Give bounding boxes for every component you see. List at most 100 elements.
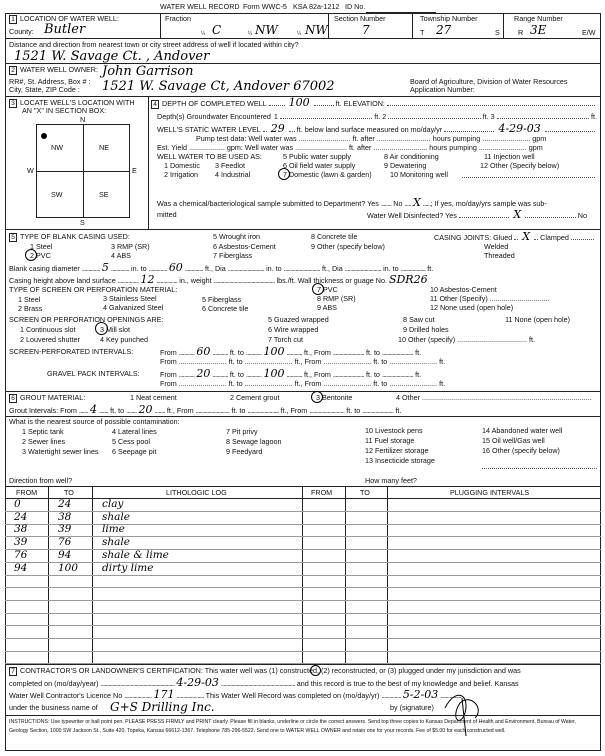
casing-option[interactable]: 6 Asbestos-Cement (213, 242, 276, 251)
contamination-option[interactable]: 3 Watertight sewer lines (22, 447, 99, 456)
owner-value[interactable]: John Garrison (102, 64, 194, 79)
sample-no-mark[interactable]: X (412, 196, 421, 209)
glued-mark[interactable]: X (522, 230, 531, 243)
log-cell-desc[interactable]: shale & lime (102, 548, 169, 561)
opening-option[interactable]: 5 Guazed wrapped (268, 315, 329, 324)
static-date-value[interactable]: 4-29-03 (498, 122, 541, 135)
contamination-option[interactable]: 15 Oil well/Gas well (482, 436, 545, 445)
log-cell-desc[interactable]: lime (102, 523, 125, 536)
contamination-option[interactable]: 13 Insecticide storage (365, 456, 435, 465)
screen-from-value[interactable]: 60 (196, 345, 211, 358)
screen-option-selected[interactable]: 7 PVC (317, 285, 338, 294)
static-level-value[interactable]: 29 (270, 122, 285, 135)
elevation-field[interactable] (386, 105, 595, 106)
log-cell-from[interactable]: 94 (14, 561, 28, 574)
use-option[interactable]: 10 Monitoring well (390, 170, 448, 179)
contamination-option[interactable]: 6 Seepage pit (112, 447, 157, 456)
log-cell-from[interactable]: 38 (14, 523, 28, 536)
log-cell-from[interactable]: 0 (14, 498, 21, 510)
screen-option[interactable]: 1 Steel (18, 295, 41, 304)
other-contamination-field[interactable] (482, 468, 597, 469)
gauge-value[interactable]: SDR26 (388, 273, 428, 286)
contamination-option[interactable]: 8 Sewage lagoon (226, 437, 282, 446)
use-option[interactable]: 11 Injection well (484, 152, 535, 161)
gw-3-field[interactable] (496, 118, 589, 119)
grout-from-value[interactable]: 4 (90, 403, 97, 416)
threaded-option[interactable]: Threaded (484, 251, 515, 260)
use-option[interactable]: 5 Public water supply (283, 152, 351, 161)
section-value[interactable]: 7 (362, 23, 370, 37)
opening-option[interactable]: 4 Key punched (100, 335, 148, 344)
use-option-selected[interactable]: 7 Domestic (lawn & garden) (283, 170, 372, 179)
disinfected-no[interactable]: No (577, 211, 587, 220)
grout-option[interactable]: 2 Cement grout (230, 393, 280, 402)
completed-date-value[interactable]: 4-29-03 (176, 676, 219, 689)
use-option[interactable]: 6 Oil field water supply (283, 161, 356, 170)
log-cell-from[interactable]: 76 (14, 548, 28, 561)
gw-1-field[interactable] (279, 118, 373, 119)
casing-diameter-to-value[interactable]: 60 (168, 261, 183, 274)
log-cell-desc[interactable]: dirty lime (102, 561, 154, 574)
log-cell-to[interactable]: 100 (58, 561, 79, 574)
use-option[interactable]: 3 Feedlot (215, 161, 245, 170)
screen-option[interactable]: 10 Asbestos-Cement (430, 285, 497, 294)
id-field[interactable] (366, 12, 436, 13)
contamination-option[interactable]: 1 Septic tank (22, 427, 64, 436)
contamination-option[interactable]: 11 Fuel storage (365, 436, 415, 445)
use-option[interactable]: 2 Irrigation (164, 170, 198, 179)
opening-option[interactable]: 11 None (open hole) (505, 315, 570, 324)
casing-option[interactable]: 8 Concrete tile (311, 232, 358, 241)
screen-option[interactable]: 3 Stainless Steel (103, 294, 157, 303)
use-option[interactable]: 9 Dewatering (384, 161, 427, 170)
screen-option[interactable]: 12 None used (open hole) (430, 303, 514, 312)
log-cell-to[interactable]: 24 (58, 498, 72, 510)
opening-option[interactable]: 7 Torch cut (268, 335, 304, 344)
casing-option-selected[interactable]: 2 PVC (30, 251, 51, 260)
grout-option[interactable]: 1 Neat cement (130, 393, 177, 402)
log-cell-from[interactable]: 24 (14, 510, 28, 523)
disinfected-yes-mark[interactable]: X (513, 208, 522, 221)
casing-option[interactable]: 4 ABS (111, 251, 131, 260)
log-cell-to[interactable]: 39 (58, 523, 72, 536)
contamination-option[interactable]: 16 Other (specify below) (482, 446, 560, 455)
contamination-option[interactable]: 9 Feedyard (226, 447, 263, 456)
fraction-1[interactable]: C (212, 23, 222, 37)
casing-height-value[interactable]: 12 (140, 273, 155, 286)
screen-option[interactable]: 4 Galvanized Steel (103, 303, 164, 312)
gravel-to-value[interactable]: 100 (263, 367, 285, 380)
opening-option[interactable]: 6 Wire wrapped (268, 325, 319, 334)
screen-to-value[interactable]: 100 (263, 345, 285, 358)
log-cell-desc[interactable]: clay (102, 498, 124, 510)
business-value[interactable]: G+S Drilling Inc. (110, 700, 215, 714)
screen-option[interactable]: 5 Fiberglass (202, 295, 242, 304)
opening-option[interactable]: 1 Continuous slot (20, 325, 76, 334)
log-cell-to[interactable]: 76 (58, 536, 72, 549)
casing-option[interactable]: 5 Wrought iron (213, 232, 261, 241)
township-value[interactable]: 27 (436, 23, 452, 37)
contamination-option[interactable]: 12 Fertilizer storage (365, 446, 429, 455)
grout-option-selected[interactable]: 3 Bentonite (316, 393, 353, 402)
range-value[interactable]: 3E (530, 23, 547, 37)
opening-option[interactable]: 2 Louvered shutter (20, 335, 80, 344)
screen-option[interactable]: 8 RMP (SR) (317, 294, 356, 303)
contamination-option[interactable]: 14 Abandoned water well (482, 426, 563, 435)
contamination-option[interactable]: 5 Cess pool (112, 437, 150, 446)
opening-option[interactable]: 10 Other (specify) .....................… (398, 335, 535, 344)
screen-option[interactable]: 9 ABS (317, 303, 337, 312)
screen-option[interactable]: 11 Other (Specify) .....................… (430, 294, 550, 303)
welded-option[interactable]: Welded (484, 242, 509, 251)
casing-option[interactable]: 1 Steel (30, 242, 53, 251)
log-cell-to[interactable]: 38 (58, 510, 72, 523)
licence-value[interactable]: 171 (153, 688, 175, 701)
use-option[interactable]: 1 Domestic (164, 161, 200, 170)
casing-option[interactable]: 7 Fiberglass (213, 251, 253, 260)
use-option[interactable]: 4 Industrial (215, 170, 251, 179)
use-option[interactable]: 12 Other (Specify below) (480, 161, 560, 170)
contamination-option[interactable]: 10 Livestock pens (365, 426, 423, 435)
fraction-3[interactable]: NW (305, 23, 328, 37)
distance-value[interactable]: 1521 W. Savage Ct. , Andover (14, 49, 210, 64)
grout-to-value[interactable]: 20 (138, 403, 153, 416)
grout-option[interactable]: 4 Other ................................… (396, 393, 592, 402)
gravel-from-value[interactable]: 20 (196, 367, 211, 380)
other-use-field[interactable] (462, 177, 595, 178)
